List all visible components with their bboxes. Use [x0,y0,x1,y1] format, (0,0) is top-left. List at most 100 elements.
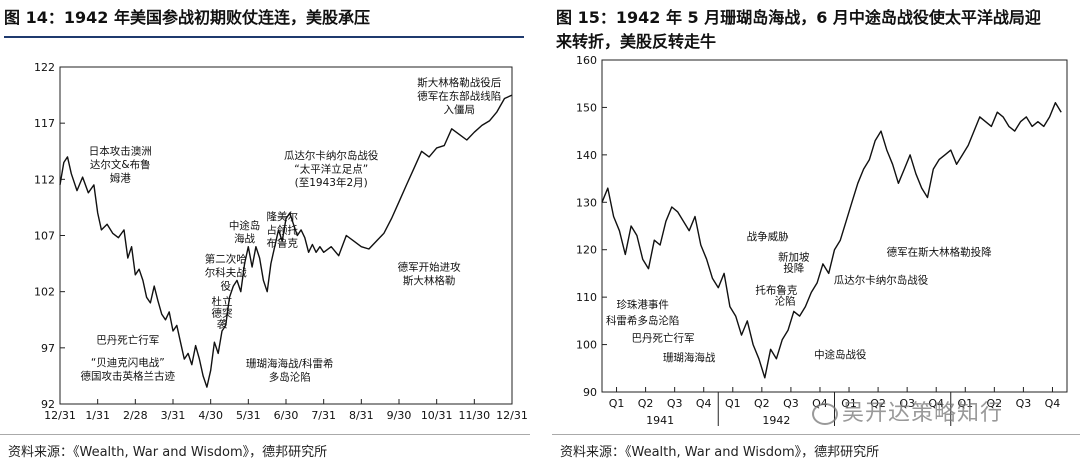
y-tick-label: 160 [576,54,597,67]
y-tick-label: 97 [41,342,55,355]
annotation-label: 托布鲁克 [755,283,797,296]
x-tick-label: 5/31 [236,409,261,422]
annotation-label: 战争威胁 [747,230,789,243]
right-title-line-1: 图 15：1942 年 5 月珊瑚岛海战，6 月中途岛战役使太平洋战局迎 [556,8,1041,27]
y-tick-label: 92 [41,398,55,411]
x-tick-label: 4/30 [198,409,223,422]
annotation-label: 姆港 [110,172,131,185]
annotation-label: 第二次哈 [205,252,247,265]
annotation-label: 海战 [234,232,255,245]
left-figure-title: 图 14：1942 年美国参战初期败仗连连，美股承压 [4,6,524,38]
right-figure-title: 图 15：1942 年 5 月珊瑚岛海战，6 月中途岛战役使太平洋战局迎 来转折… [556,6,1076,54]
left-figure-panel: 图 14：1942 年美国参战初期败仗连连，美股承压 92 97 102 107 112… [0,0,530,467]
x-tick-label: 1/31 [85,409,110,422]
annotation-label: 隆美尔 [266,210,298,223]
y-tick-label: 102 [34,286,55,299]
right-source-note: 资料来源：《Wealth, War and Wisdom》，德邦研究所 [560,445,880,460]
annotation-label: 新加坡 [778,251,810,264]
annotation-label: 巴丹死亡行军 [632,331,695,344]
left-divider [0,434,530,435]
annotation-label: “贝迪克闪电战” [91,356,165,369]
x-tick-label: 8/31 [349,409,374,422]
annotation-label: 珊瑚海海战/科雷希 [246,357,334,370]
annotation-label: 投降 [783,262,804,275]
x-tick-label: Q4 [696,397,712,410]
x-tick-label: 3/31 [161,409,186,422]
y-tick-label: 122 [34,61,55,74]
series-line [59,94,513,388]
annotation-label: 科雷希多岛沦陷 [606,314,680,327]
annotation-label: 役 [220,279,231,292]
x-tick-label: 11/30 [458,409,490,422]
x-tick-label: Q3 [1016,397,1032,410]
x-tick-label: Q1 [957,397,973,410]
annotation-label: 德国攻击英格兰古迹 [81,369,176,382]
y-tick-label: 100 [576,339,597,352]
annotation-label: 达尔文&布鲁 [90,158,151,171]
x-tick-label: 12/31 [496,409,528,422]
x-tick-label: 10/31 [421,409,453,422]
right-figure-panel: 图 15：1942 年 5 月珊瑚岛海战，6 月中途岛战役使太平洋战局迎 来转折… [552,0,1080,467]
x-tick-label: 12/31 [44,409,76,422]
annotation-label: 沦陷 [775,294,796,307]
annotation-label: 瓜达尔卡纳尔岛战役 [834,273,929,286]
x-tick-label: 9/30 [387,409,412,422]
annotation-label: 中途岛 [229,219,261,232]
annotation-label: 中途岛战役 [814,348,867,361]
annotation-label: 德突 [211,306,232,319]
y-tick-label: 150 [576,101,597,114]
x-tick-label: Q2 [754,397,770,410]
annotation-label: “太平洋立足点” [294,163,368,176]
annotation-label: 巴丹死亡行军 [96,333,159,346]
year-label: 1941 [646,414,674,427]
x-tick-label: Q4 [928,397,944,410]
right-divider [552,434,1080,435]
wechat-icon [812,403,838,425]
annotation-label: 袭 [217,319,228,331]
y-tick-label: 140 [576,149,597,162]
x-tick-label: 2/28 [123,409,148,422]
x-tick-label: Q3 [783,397,799,410]
y-tick-label: 90 [583,386,597,399]
annotation-label: 珊瑚海海战 [663,351,716,364]
annotation-label: 德军在东部战线陷 [417,90,501,103]
watermark: 吴开达策略知行 [812,395,1003,427]
annotation-label: 日本攻击澳洲 [89,145,152,158]
annotation-label: 布鲁克 [266,237,298,250]
y-tick-label: 120 [576,244,597,257]
annotation-label: 德军在斯大林格勒投降 [887,245,992,258]
left-source-note: 资料来源：《Wealth, War and Wisdom》，德邦研究所 [8,445,328,460]
x-tick-label: Q3 [667,397,683,410]
x-tick-label: Q1 [841,397,857,410]
x-tick-label: Q4 [1045,397,1061,410]
x-tick-label: Q1 [725,397,741,410]
annotation-label: 珍珠港事件 [616,298,669,311]
y-tick-label: 107 [34,230,55,243]
y-tick-label: 117 [34,117,55,130]
x-tick-label: 7/31 [311,409,336,422]
x-tick-label: Q2 [987,397,1003,410]
annotation-label: 斯大林格勒 [403,274,456,287]
annotation-label: (至1943年2月) [295,176,368,189]
y-tick-label: 110 [576,291,597,304]
annotation-label: 占领托 [266,223,298,236]
right-title-line-2: 来转折，美股反转走牛 [556,32,717,51]
y-tick-label: 130 [576,196,597,209]
watermark-text: 吴开达策略知行 [842,401,1004,426]
annotation-label: 瓜达尔卡纳尔岛战役 [284,149,379,162]
annotation-label: 尔科夫战 [205,266,247,279]
annotation-label: 德军开始进攻 [398,260,461,273]
x-tick-label: 6/30 [274,409,299,422]
annotation-label: 多岛沦陷 [269,370,311,383]
annotation-label: 斯大林格勒战役后 [417,76,501,89]
right-line-chart: 90 100 110 120 130 140 150 160 Q1 Q2 Q3 Q4 Q1 Q2 Q3 Q4 Q… [576,54,1068,427]
x-tick-label: Q3 [899,397,915,410]
annotation-label: 入僵局 [444,104,476,116]
series-line [601,102,1062,379]
y-tick-label: 112 [34,173,55,186]
x-tick-label: Q1 [609,397,625,410]
left-line-chart: 92 97 102 107 112 117 122 12/31 1/31 2/28 3/31 4/30… [34,61,528,422]
annotation-label: 杜立 [211,295,232,308]
x-tick-label: Q2 [638,397,654,410]
x-tick-label: Q2 [870,397,886,410]
